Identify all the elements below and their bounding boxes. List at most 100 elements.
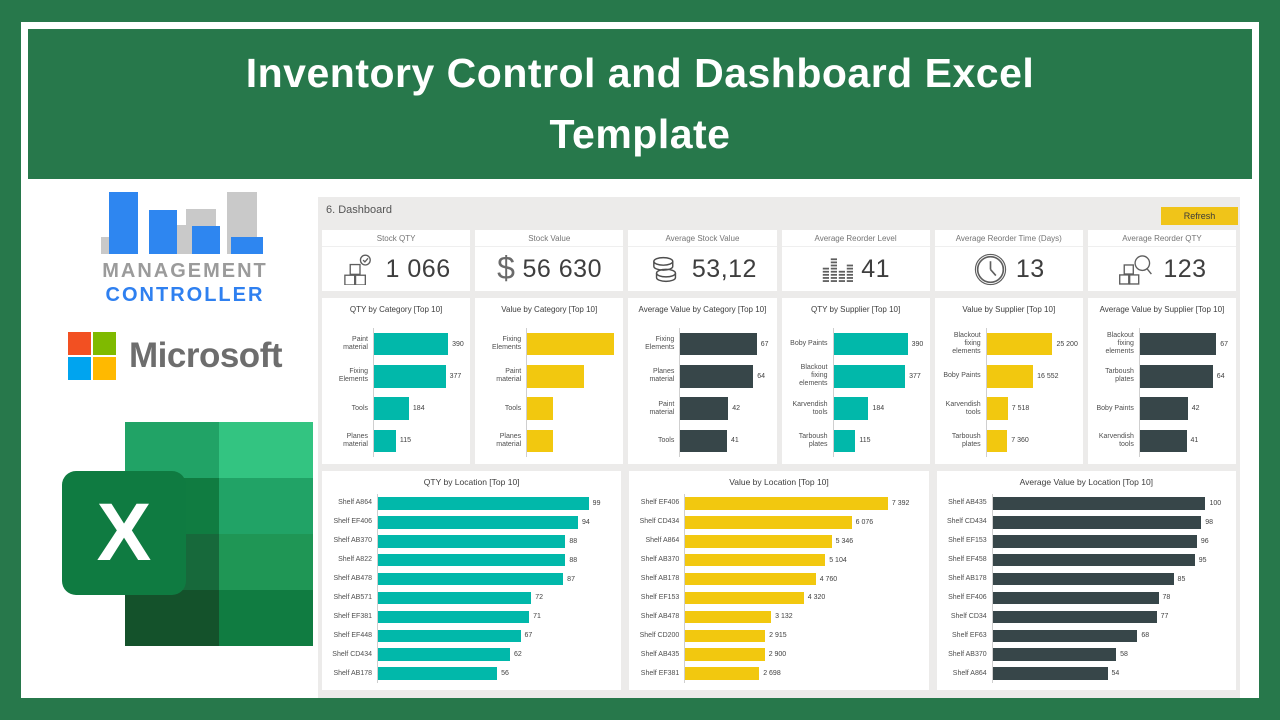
chart-bar: [986, 397, 1008, 420]
chart-row: Karvendish tools 7 518: [940, 392, 1078, 425]
chart-bar-track: 71: [377, 607, 616, 627]
chart-category-label: Shelf EF381: [640, 669, 680, 677]
excel-x-letter: X: [96, 487, 152, 578]
chart-value-label: 184: [872, 405, 885, 413]
chart-value-label: 16 552: [1037, 372, 1059, 380]
chart-category-label: Shelf EF458: [948, 556, 987, 564]
chart-bar: [992, 497, 1206, 510]
chart-category-label: Tools: [504, 404, 522, 412]
chart-category-label: Shelf A864: [338, 499, 372, 507]
kpi-card: Average Reorder Time (Days) 13: [934, 230, 1083, 291]
chart-row: Shelf EF153 96: [942, 531, 1231, 551]
chart-row: Fixing Elements: [480, 328, 618, 361]
chart-category-label: Shelf CD34: [950, 612, 987, 620]
chart-bar-track: 64: [1138, 360, 1231, 393]
excel-x-badge: X: [62, 471, 186, 595]
chart-bar-track: 377: [832, 360, 925, 393]
dashboard-panel: 6. Dashboard Refresh Stock QTY 1 066 Stock…: [318, 197, 1240, 698]
chart-value-label: 88: [569, 556, 578, 564]
chart-bar: [685, 553, 826, 567]
chart-row: Shelf AB178 85: [942, 569, 1231, 589]
chart-category-label: Paint material: [496, 368, 522, 384]
chart-value-label: 68: [1141, 632, 1150, 640]
chart-title: Value by Supplier [Top 10]: [962, 305, 1056, 314]
ms-square-green: [93, 332, 116, 355]
chart-category-label: Shelf EF153: [640, 593, 680, 601]
chart-bar: [378, 610, 530, 624]
search-boxes-icon: [1117, 253, 1155, 286]
chart-row: Tools: [480, 392, 618, 425]
kpi-title: Average Reorder Level: [781, 230, 930, 247]
chart-bar-track: 68: [991, 626, 1231, 646]
chart-row: Shelf EF406 94: [327, 512, 616, 532]
mc-bar: [109, 192, 138, 254]
chart-bar-track: 94: [377, 512, 616, 532]
chart-bar: [378, 572, 564, 586]
chart-value-label: 64: [1216, 372, 1225, 380]
chart-bar: [992, 629, 1138, 643]
chart-value-label: 67: [1220, 340, 1229, 348]
chart-category-label: Tarboush plates: [798, 432, 828, 448]
chart-card: Value by Location [Top 10] Shelf EF406 7 3…: [629, 471, 929, 690]
chart-bar-track: 41: [1138, 424, 1231, 457]
kpi-value: 123: [1163, 254, 1207, 283]
mc-bar-chart-icon: [85, 188, 285, 254]
chart-bar-track: 42: [1138, 392, 1231, 425]
chart-row: Karvendish tools 41: [1093, 424, 1231, 457]
chart-bar-track: 77: [991, 607, 1231, 627]
chart-bar-track: 7 518: [985, 392, 1078, 425]
chart-plot: Shelf AB435 100 Shelf CD434 98 Shelf EF153 96…: [942, 494, 1231, 684]
chart-bar: [378, 629, 521, 643]
chart-bar: [986, 332, 1053, 356]
chart-bar-track: 4 760: [684, 569, 923, 589]
chart-value-label: 67: [524, 632, 533, 640]
mc-bar: [101, 237, 110, 254]
chart-row: Shelf EF381 2 698: [634, 664, 923, 684]
chart-category-label: Shelf AB370: [333, 537, 372, 545]
chart-row: Shelf A822 88: [327, 550, 616, 570]
kpi-body: 123: [1088, 247, 1236, 291]
mc-bar: [231, 237, 263, 254]
chart-bar: [992, 535, 1197, 548]
chart-value-label: 5 346: [835, 537, 854, 545]
chart-value-label: 42: [732, 405, 740, 413]
microsoft-wordmark: Microsoft: [129, 336, 283, 375]
chart-bar: [685, 516, 852, 529]
kpi-card: Average Stock Value 53,12: [628, 230, 777, 291]
chart-bar-track: 7 360: [985, 424, 1078, 457]
chart-bar: [527, 365, 585, 388]
chart-category-label: Shelf AB370: [640, 556, 680, 564]
chart-bar-track: 16 552: [985, 360, 1078, 393]
refresh-button[interactable]: Refresh: [1161, 207, 1238, 225]
chart-category-label: Shelf CD434: [639, 518, 680, 526]
chart-value-label: 88: [569, 537, 578, 545]
chart-row: Shelf CD200 2 915: [634, 626, 923, 646]
chart-value-label: 115: [399, 437, 412, 445]
chart-category-label: Blackout fixing elements: [952, 332, 981, 356]
chart-row: Planes material 115: [327, 424, 465, 457]
chart-row: Tools 41: [633, 424, 771, 457]
chart-row: Shelf AB370 88: [327, 531, 616, 551]
chart-category-label: Boby Paints: [943, 372, 981, 380]
chart-row: Blackout fixing elements 377: [787, 360, 925, 393]
chart-category-label: Shelf AB571: [333, 593, 372, 601]
chart-bar-track: 88: [377, 531, 616, 551]
kpi-value: 53,12: [691, 254, 757, 283]
chart-bar-track: 85: [991, 569, 1231, 589]
chart-value-label: 184: [412, 405, 425, 413]
kpi-value: 41: [861, 254, 890, 283]
chart-row: Shelf CD434 6 076: [634, 512, 923, 532]
chart-bar: [680, 332, 757, 356]
chart-card: QTY by Category [Top 10] Paint material 39…: [322, 298, 471, 464]
ms-square-yellow: [93, 357, 116, 380]
chart-bar: [1139, 365, 1213, 388]
chart-plot: Blackout fixing elements 67 Tarboush plate…: [1093, 328, 1231, 457]
chart-bar: [378, 591, 532, 605]
chart-value-label: 62: [514, 651, 522, 659]
chart-category-label: Fixing Elements: [645, 336, 675, 352]
page-title-line2: Template: [549, 111, 731, 157]
kpi-body: 53,12: [628, 247, 776, 291]
chart-bar: [685, 572, 816, 586]
chart-bar-track: 5 104: [684, 550, 923, 570]
chart-bar: [374, 397, 409, 420]
